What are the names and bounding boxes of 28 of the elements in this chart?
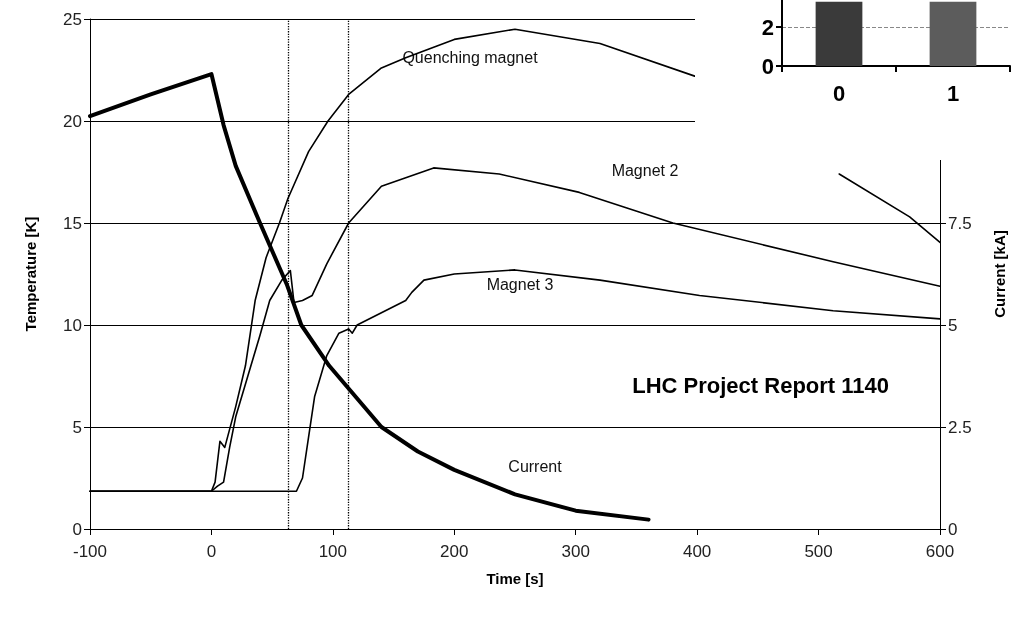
x-tick-label: 500: [804, 542, 833, 561]
y2-tick-label: 7.5: [948, 213, 972, 233]
y-tick-label: 20: [63, 111, 82, 131]
x-tick-label: 1: [946, 80, 960, 106]
y-tick-label: 25: [63, 9, 82, 29]
x-axis-title: Time [s]: [486, 570, 544, 587]
series-label: Quenching magnet: [402, 48, 539, 66]
annotation: LHC Project Report 1140: [632, 372, 889, 398]
series-label: Magnet 3: [486, 275, 554, 293]
x-tick-label: 300: [561, 542, 590, 561]
y-tick-label: 10: [63, 315, 82, 335]
x-tick-label: -100: [72, 542, 108, 561]
series-label: Magnet 2: [611, 161, 679, 179]
x-tick-label: 200: [440, 542, 469, 561]
x-tick-label: 600: [925, 542, 955, 561]
y2-tick-label: 0: [948, 519, 958, 539]
x-tick-label: 400: [682, 542, 712, 561]
y-tick-label: 0: [72, 519, 82, 539]
y2-axis-title: Current [kA]: [991, 230, 1008, 318]
y-tick-label: 5: [72, 417, 82, 437]
y2-tick-label: 5: [948, 315, 958, 335]
y-axis-title: Temperature [K]: [22, 216, 39, 332]
y-tick-label: 2: [761, 14, 774, 40]
series-label: Current: [508, 457, 563, 475]
x-tick-label: 100: [318, 542, 348, 561]
y-tick-label: 15: [63, 213, 82, 233]
x-tick-label: 0: [206, 542, 217, 561]
y2-tick-label: 2.5: [948, 417, 972, 437]
